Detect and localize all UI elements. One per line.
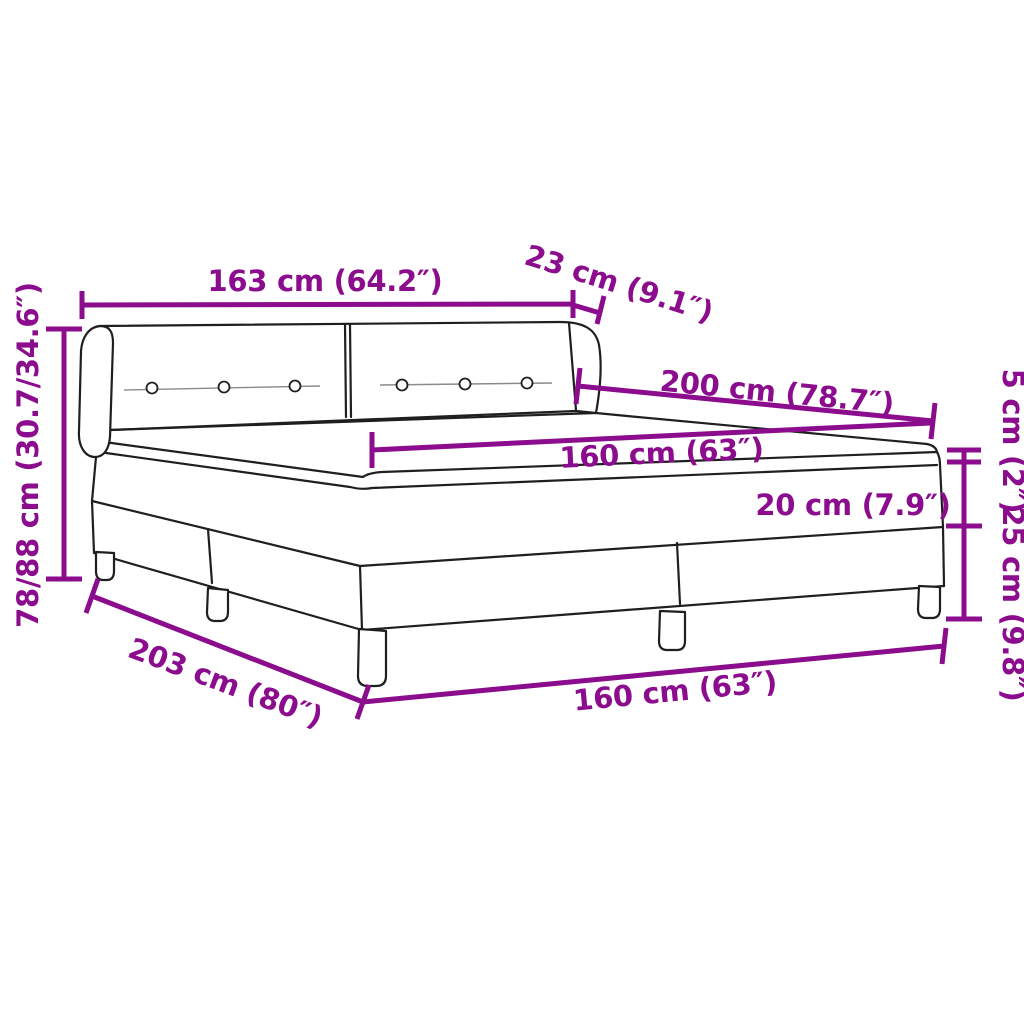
label-topper-height: 5 cm (2″) bbox=[996, 369, 1024, 514]
dimension-lines bbox=[46, 290, 982, 720]
headboard-bottom-edge bbox=[108, 409, 598, 432]
headboard-panel-divider bbox=[343, 322, 353, 419]
dimension-line-headboard-depth bbox=[572, 295, 607, 325]
frame-bottom-right-edge bbox=[360, 584, 946, 632]
label-headboard-depth: 23 cm (9.1″) bbox=[521, 238, 717, 329]
mattress bbox=[90, 411, 945, 529]
mattress-top-right-edge bbox=[594, 411, 939, 454]
label-bed-length: 200 cm (78.7″) bbox=[658, 364, 895, 421]
topper-lip-edge bbox=[104, 451, 939, 490]
label-total-height: 78/88 cm (30.7/34.6″) bbox=[11, 282, 45, 628]
bed-leg-1 bbox=[94, 550, 116, 582]
topper-right-cap bbox=[935, 450, 942, 467]
bed-legs bbox=[94, 550, 942, 688]
dimension-line-bed-length bbox=[573, 367, 938, 440]
frame-top-right-edge bbox=[358, 525, 945, 568]
frame-seam-left bbox=[206, 527, 214, 585]
mattress-right-edge bbox=[938, 463, 945, 529]
label-mattress-height: 20 cm (7.9″) bbox=[755, 488, 950, 522]
label-headboard-width: 163 cm (64.2″) bbox=[208, 264, 443, 298]
dimension-line-headboard-width bbox=[79, 290, 576, 319]
mattress-top-front-edge bbox=[102, 440, 939, 479]
headboard-side-roll bbox=[77, 324, 115, 459]
frame-top-left-edge bbox=[90, 499, 362, 568]
frame-right-edge bbox=[941, 525, 946, 588]
bed-illustration bbox=[77, 320, 946, 688]
frame-left-edge bbox=[90, 499, 96, 555]
dimension-labels: 163 cm (64.2″) 23 cm (9.1″) 200 cm (78.7… bbox=[11, 238, 1024, 734]
label-base-height: 25 cm (9.8″) bbox=[996, 506, 1024, 701]
bed-leg-2 bbox=[205, 586, 230, 623]
frame-seam-front bbox=[675, 541, 682, 606]
bed-leg-3 bbox=[356, 627, 388, 688]
frame-corner-crease bbox=[358, 564, 364, 632]
dimension-line-total-height bbox=[46, 326, 82, 582]
headboard-buttons bbox=[145, 376, 534, 395]
dimension-line-frame-width bbox=[362, 627, 949, 705]
dimension-line-mattress-width bbox=[369, 420, 932, 468]
bed-leg-4 bbox=[657, 609, 687, 652]
dimension-line-right-heights bbox=[946, 447, 982, 622]
headboard bbox=[77, 320, 602, 459]
bed-leg-5 bbox=[916, 584, 942, 620]
box-spring-frame bbox=[90, 499, 946, 632]
mattress-left-edge bbox=[90, 455, 98, 503]
